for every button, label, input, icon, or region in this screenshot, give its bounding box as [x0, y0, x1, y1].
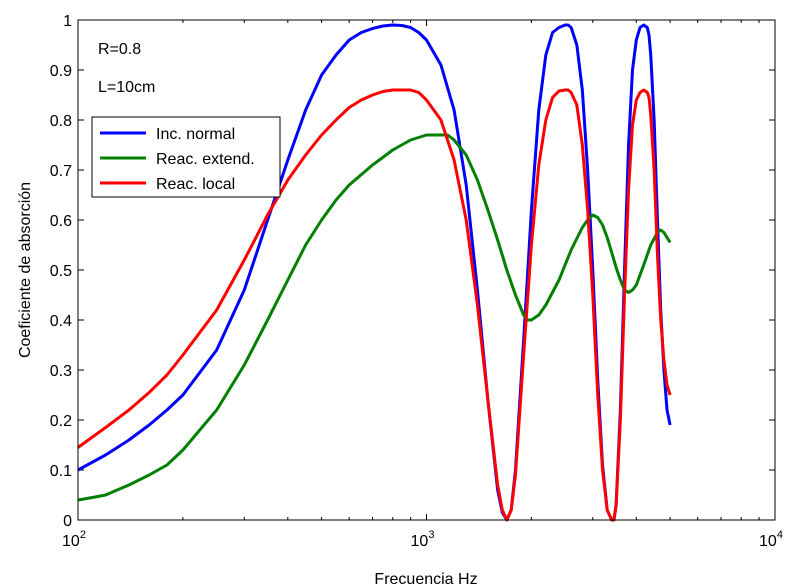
y-tick-label: 0.9 [50, 63, 72, 80]
x-tick-label: 104 [759, 529, 783, 550]
legend-label-3: Reac. local [156, 176, 235, 193]
legend-entries: Inc. normal Reac. extend. Reac. local [100, 126, 255, 193]
x-tick-exponent: 4 [777, 529, 783, 541]
y-tick-label: 0.7 [50, 163, 72, 180]
y-axis-label: Coeficiente de absorción [17, 182, 34, 358]
annotation-l: L=10cm [98, 79, 155, 96]
y-tick-label: 1 [63, 13, 72, 30]
legend: Inc. normal Reac. extend. Reac. local [91, 116, 281, 198]
y-tick-label: 0.4 [50, 313, 72, 330]
series-line-2 [77, 133, 672, 502]
y-tick-label: 0 [63, 513, 72, 530]
legend-label-2: Reac. extend. [156, 151, 255, 168]
y-tick-label: 0.6 [50, 213, 72, 230]
y-tick-label: 0.5 [50, 263, 72, 280]
legend-label-1: Inc. normal [156, 126, 235, 143]
x-tick-label: 103 [411, 529, 435, 550]
x-tick-base: 10 [62, 533, 80, 550]
x-tick-base: 10 [759, 533, 777, 550]
y-tick-label: 0.3 [50, 363, 72, 380]
x-axis-label: Frecuencia Hz [374, 571, 477, 587]
y-tick-label: 0.8 [50, 113, 72, 130]
plot-frame [77, 19, 776, 521]
x-tick-base: 10 [411, 533, 429, 550]
series-line-3 [77, 88, 672, 522]
series-line-1 [77, 23, 672, 522]
y-tick-label: 0.1 [50, 463, 72, 480]
x-tick-exponent: 3 [428, 529, 434, 541]
annotation-r: R=0.8 [98, 41, 141, 58]
x-tick-label: 102 [62, 529, 86, 550]
y-tick-label: 0.2 [50, 413, 72, 430]
x-tick-exponent: 2 [80, 529, 86, 541]
plot-area [78, 20, 775, 520]
series-group [77, 23, 672, 522]
y-axis-ticks: 0 0.1 0.2 0.3 0.4 0.5 0.6 0.7 0.8 0.9 1 [50, 13, 775, 530]
